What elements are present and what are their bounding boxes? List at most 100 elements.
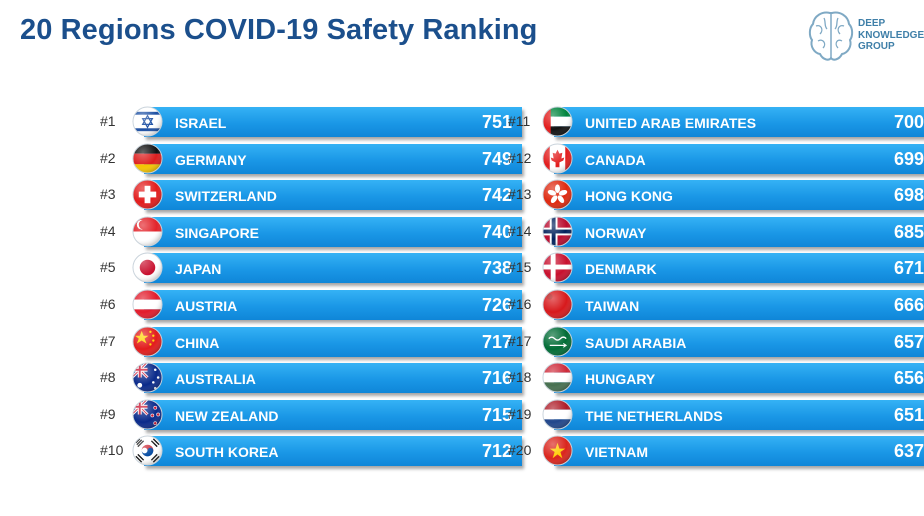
ranking-row: #4 SINGAPORE 740 <box>100 216 522 247</box>
ranking-row: #20 VIETNAM 637 <box>508 435 924 467</box>
country-name: SINGAPORE <box>175 224 260 241</box>
score-value: 751 <box>481 112 512 132</box>
country-name: HONG KONG <box>585 188 673 205</box>
logo-line-1: DEEP <box>858 18 886 29</box>
score-value: 651 <box>893 404 924 425</box>
rank-label: #13 <box>508 186 532 203</box>
score-bar: SOUTH KOREA 712 <box>144 436 522 467</box>
score-bar: ISRAEL 751 <box>144 107 522 137</box>
country-name: HUNGARY <box>585 371 656 388</box>
country-name: VIETNAM <box>585 444 648 461</box>
score-bar: AUSTRALIA 716 <box>144 363 522 394</box>
score-bar: CHINA 717 <box>144 326 522 357</box>
country-name: GERMANY <box>175 151 247 168</box>
rank-label: #11 <box>508 113 531 129</box>
rank-label: #12 <box>508 149 532 166</box>
ranking-row: #18 HUNGARY 656 <box>508 362 924 394</box>
germany-flag-icon <box>132 143 163 174</box>
ranking-row: #11 UNITED ARAB EMIRATES 700 <box>508 106 924 137</box>
rank-label: #15 <box>508 259 532 276</box>
score-bar: NEW ZEALAND 715 <box>144 399 522 430</box>
country-name: ISRAEL <box>175 115 227 131</box>
score-bar: TAIWAN 666 <box>554 290 924 320</box>
rank-label: #5 <box>100 259 116 276</box>
country-name: TAIWAN <box>585 298 640 314</box>
score-value: 742 <box>481 185 512 206</box>
country-name: SOUTH KOREA <box>175 444 279 461</box>
ranking-row: #14 NORWAY 685 <box>508 216 924 247</box>
country-name: NEW ZEALAND <box>175 407 279 424</box>
switzerland-flag-icon <box>132 179 163 210</box>
score-value: 712 <box>481 441 512 462</box>
logo-line-3: GROUP <box>858 41 895 52</box>
score-value: 699 <box>893 148 924 169</box>
deep-knowledge-group-logo: DEEP KNOWLEDGE GROUP <box>808 8 924 66</box>
china-flag-icon <box>132 326 163 357</box>
south-korea-flag-icon <box>132 435 163 466</box>
ranking-row: #1 ISRAEL 751 <box>100 106 522 137</box>
ranking-row: #8 AUSTRALIA 716 <box>100 362 522 394</box>
score-bar: VIETNAM 637 <box>554 436 924 467</box>
rank-label: #8 <box>100 369 116 386</box>
score-value: 657 <box>893 331 924 352</box>
score-bar: DENMARK 671 <box>554 253 924 284</box>
denmark-flag-icon <box>542 252 573 283</box>
taiwan-flag-icon <box>542 289 573 320</box>
rank-label: #10 <box>100 442 124 459</box>
score-bar: HUNGARY 656 <box>554 363 924 394</box>
rank-label: #6 <box>100 296 116 312</box>
ranking-row: #6 AUSTRIA 726 <box>100 289 522 320</box>
rank-label: #17 <box>508 332 532 349</box>
country-name: UNITED ARAB EMIRATES <box>585 115 757 131</box>
rank-label: #19 <box>508 405 532 422</box>
country-name: THE NETHERLANDS <box>585 407 723 424</box>
score-value: 726 <box>481 295 512 315</box>
country-name: DENMARK <box>585 261 657 278</box>
page-title: 20 Regions COVID-19 Safety Ranking <box>20 14 538 46</box>
country-name: SWITZERLAND <box>175 188 277 205</box>
score-value: 700 <box>893 112 924 132</box>
score-bar: CANADA 699 <box>554 143 924 174</box>
score-value: 656 <box>893 368 924 389</box>
score-bar: NORWAY 685 <box>554 216 924 247</box>
austria-flag-icon <box>132 289 163 320</box>
score-value: 637 <box>893 441 924 462</box>
ranking-row: #9 NEW ZEALAND 715 <box>100 399 522 430</box>
score-value: 698 <box>893 185 924 206</box>
rank-label: #1 <box>100 113 116 129</box>
country-name: NORWAY <box>585 224 647 241</box>
score-value: 671 <box>893 258 924 279</box>
rank-label: #18 <box>508 369 532 386</box>
score-bar: AUSTRIA 726 <box>144 290 522 320</box>
ranking-row: #15 DENMARK 671 <box>508 252 924 284</box>
score-value: 738 <box>481 258 512 279</box>
rank-label: #2 <box>100 149 116 166</box>
country-name: AUSTRIA <box>175 298 238 314</box>
rank-label: #3 <box>100 186 116 203</box>
norway-flag-icon <box>542 216 573 247</box>
japan-flag-icon <box>132 252 163 283</box>
logo-line-2: KNOWLEDGE <box>858 29 924 41</box>
country-name: JAPAN <box>175 261 222 278</box>
singapore-flag-icon <box>132 216 163 247</box>
country-name: CANADA <box>585 151 646 168</box>
ranking-row: #17 SAUDI ARABIA 657 <box>508 326 924 357</box>
score-bar: SWITZERLAND 742 <box>144 180 522 211</box>
score-value: 666 <box>893 295 924 315</box>
ranking-row: #19 THE NETHERLANDS 651 <box>508 399 924 430</box>
ranking-row: #2 GERMANY 749 <box>100 143 522 174</box>
ranking-row: #16 TAIWAN 666 <box>508 289 924 320</box>
rank-label: #14 <box>508 222 532 239</box>
rank-label: #9 <box>100 405 116 422</box>
canada-flag-icon <box>542 143 573 174</box>
ranking-row: #3 SWITZERLAND 742 <box>100 179 522 211</box>
brain-icon <box>808 11 854 61</box>
hong-kong-flag-icon <box>542 179 573 210</box>
score-bar: JAPAN 738 <box>144 253 522 284</box>
score-bar: HONG KONG 698 <box>554 180 924 211</box>
australia-flag-icon <box>132 362 163 393</box>
vietnam-flag-icon <box>542 435 573 466</box>
score-value: 715 <box>481 404 512 425</box>
ranking-row: #5 JAPAN 738 <box>100 252 522 284</box>
rank-label: #4 <box>100 222 116 239</box>
